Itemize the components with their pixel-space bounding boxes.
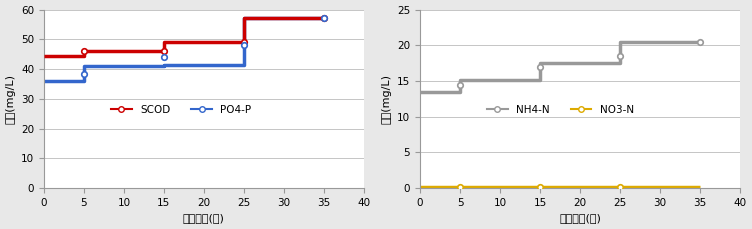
X-axis label: 운전기간(일): 운전기간(일) [559,213,601,224]
Legend: SCOD, PO4-P: SCOD, PO4-P [107,101,256,119]
X-axis label: 운전기간(일): 운전기간(일) [183,213,225,224]
Y-axis label: 농도(mg/L): 농도(mg/L) [5,74,16,124]
Legend: NH4-N, NO3-N: NH4-N, NO3-N [483,101,638,119]
Y-axis label: 농도(mg/L): 농도(mg/L) [381,74,392,124]
